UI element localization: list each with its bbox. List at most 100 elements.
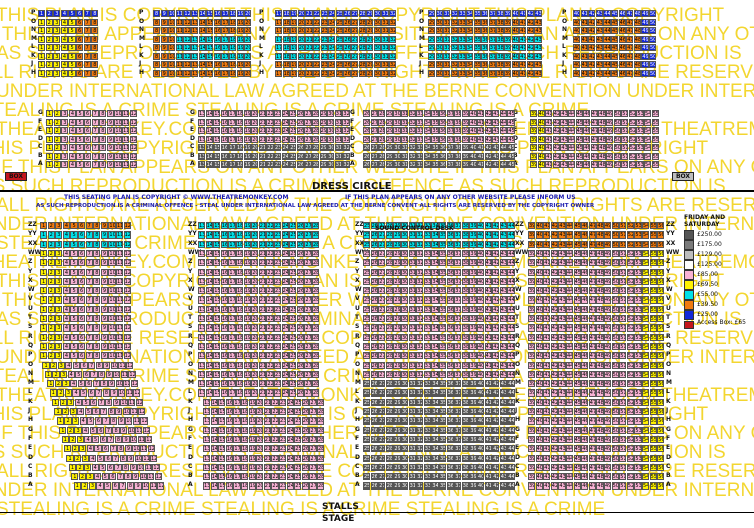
seat[interactable]: 2 xyxy=(62,408,70,416)
seat[interactable]: 42 xyxy=(550,408,559,416)
seat[interactable]: 27 xyxy=(351,52,359,60)
seat[interactable]: 41 xyxy=(484,463,492,472)
seat[interactable]: 15 xyxy=(213,240,221,248)
seat[interactable]: 15 xyxy=(213,152,221,160)
seat[interactable]: 14 xyxy=(205,110,213,118)
seat[interactable]: 35 xyxy=(431,127,439,135)
seat[interactable]: 9 xyxy=(100,287,109,295)
seat[interactable]: 45 xyxy=(611,18,619,26)
seat[interactable]: 3 xyxy=(61,135,69,143)
seat[interactable]: 30 xyxy=(401,435,409,444)
seat[interactable]: 28 xyxy=(378,152,386,160)
seat[interactable]: 36 xyxy=(439,161,447,169)
seat[interactable]: 19 xyxy=(243,361,251,369)
seat[interactable]: 27 xyxy=(378,342,386,351)
seat[interactable]: 52 xyxy=(626,482,635,490)
seat[interactable]: 43 xyxy=(492,144,500,152)
seat[interactable]: 45 xyxy=(507,127,515,135)
seat[interactable]: 30 xyxy=(393,135,401,143)
seat[interactable]: 53 xyxy=(634,342,642,351)
seat[interactable]: 1 xyxy=(40,342,48,351)
seat[interactable]: 24 xyxy=(281,352,289,360)
seat[interactable]: 19 xyxy=(243,118,251,126)
seat[interactable]: 47 xyxy=(590,118,599,126)
seat[interactable]: 41 xyxy=(543,222,551,230)
seat[interactable]: 25 xyxy=(335,18,344,26)
seat[interactable]: 54 xyxy=(642,324,650,332)
seat[interactable]: 29 xyxy=(319,161,327,169)
seat[interactable]: 9 xyxy=(160,61,168,69)
seat[interactable]: 41 xyxy=(484,361,492,369)
seat[interactable]: 7 xyxy=(88,361,96,369)
seat[interactable]: 7 xyxy=(85,249,93,258)
seat[interactable]: 54 xyxy=(642,370,650,379)
seat[interactable]: 26 xyxy=(296,161,305,169)
seat[interactable]: 28 xyxy=(378,118,386,126)
seat[interactable]: 18 xyxy=(236,110,244,118)
seat[interactable]: 26 xyxy=(296,296,305,304)
seat[interactable]: 27 xyxy=(378,482,386,490)
seat[interactable]: 9 xyxy=(117,417,125,425)
seat[interactable]: 21 xyxy=(258,240,267,248)
seat[interactable]: 49 xyxy=(604,277,612,286)
seat[interactable]: 37 xyxy=(454,305,462,313)
seat[interactable]: 38 xyxy=(454,135,462,143)
seat[interactable]: 46 xyxy=(581,333,589,341)
seat[interactable]: 13 xyxy=(198,127,206,135)
seat[interactable]: 55 xyxy=(649,277,657,286)
seat[interactable]: 18 xyxy=(236,370,244,379)
seat[interactable]: 27 xyxy=(304,240,312,248)
seat[interactable]: 39 xyxy=(469,305,477,313)
seat[interactable]: 23 xyxy=(274,240,282,248)
seat[interactable]: 28 xyxy=(385,268,394,276)
seat[interactable]: 39 xyxy=(528,324,536,332)
seat[interactable]: 4 xyxy=(62,249,71,258)
seat[interactable]: 34 xyxy=(431,231,439,239)
seat[interactable]: 44 xyxy=(499,135,508,143)
seat[interactable]: 27 xyxy=(304,231,312,239)
seat[interactable]: 49 xyxy=(604,249,612,258)
seat[interactable]: 30 xyxy=(401,249,409,258)
seat[interactable]: 40 xyxy=(477,231,485,239)
seat[interactable]: 22 xyxy=(266,144,274,152)
seat[interactable]: 25 xyxy=(289,259,297,267)
seat[interactable]: 15 xyxy=(213,315,221,323)
seat[interactable]: 8 xyxy=(99,135,107,143)
seat[interactable]: 33 xyxy=(423,473,432,481)
seat[interactable]: 42 xyxy=(550,296,559,304)
seat[interactable]: 36 xyxy=(481,27,489,35)
seat[interactable]: 28 xyxy=(312,333,320,341)
seat[interactable]: 26 xyxy=(370,249,378,258)
seat[interactable]: 39 xyxy=(528,361,536,369)
seat[interactable]: 44 xyxy=(507,240,515,248)
seat[interactable]: 43 xyxy=(558,473,566,481)
seat[interactable]: 24 xyxy=(281,324,289,332)
seat[interactable]: 3 xyxy=(69,408,77,416)
seat[interactable]: 6 xyxy=(84,161,92,169)
seat[interactable]: 16 xyxy=(220,127,229,135)
seat[interactable]: 43 xyxy=(534,18,542,26)
seat[interactable]: 32 xyxy=(450,18,459,26)
seat[interactable]: 22 xyxy=(271,426,279,434)
seat[interactable]: 7 xyxy=(119,482,127,490)
seat[interactable]: 39 xyxy=(469,463,477,472)
seat[interactable]: 44 xyxy=(507,454,515,462)
seat[interactable]: 3 xyxy=(53,18,61,26)
seat[interactable]: 19 xyxy=(290,44,298,52)
seat[interactable]: 8 xyxy=(117,445,125,453)
seat[interactable]: 43 xyxy=(558,305,566,313)
seat[interactable]: 28 xyxy=(312,370,320,379)
seat[interactable]: 23 xyxy=(274,296,282,304)
seat[interactable]: 46 xyxy=(618,35,626,43)
seat[interactable]: 8 xyxy=(105,398,113,406)
seat[interactable]: 11 xyxy=(120,370,129,379)
seat[interactable]: 28 xyxy=(358,10,366,18)
seat[interactable]: 9 xyxy=(106,127,115,135)
seat[interactable]: 3 xyxy=(55,277,63,286)
seat[interactable]: 18 xyxy=(236,352,244,360)
seat[interactable]: 17 xyxy=(275,35,283,43)
seat[interactable]: 20 xyxy=(244,27,252,35)
seat[interactable]: 12 xyxy=(126,361,134,369)
seat[interactable]: 45 xyxy=(573,473,581,481)
seat[interactable]: 22 xyxy=(266,118,274,126)
